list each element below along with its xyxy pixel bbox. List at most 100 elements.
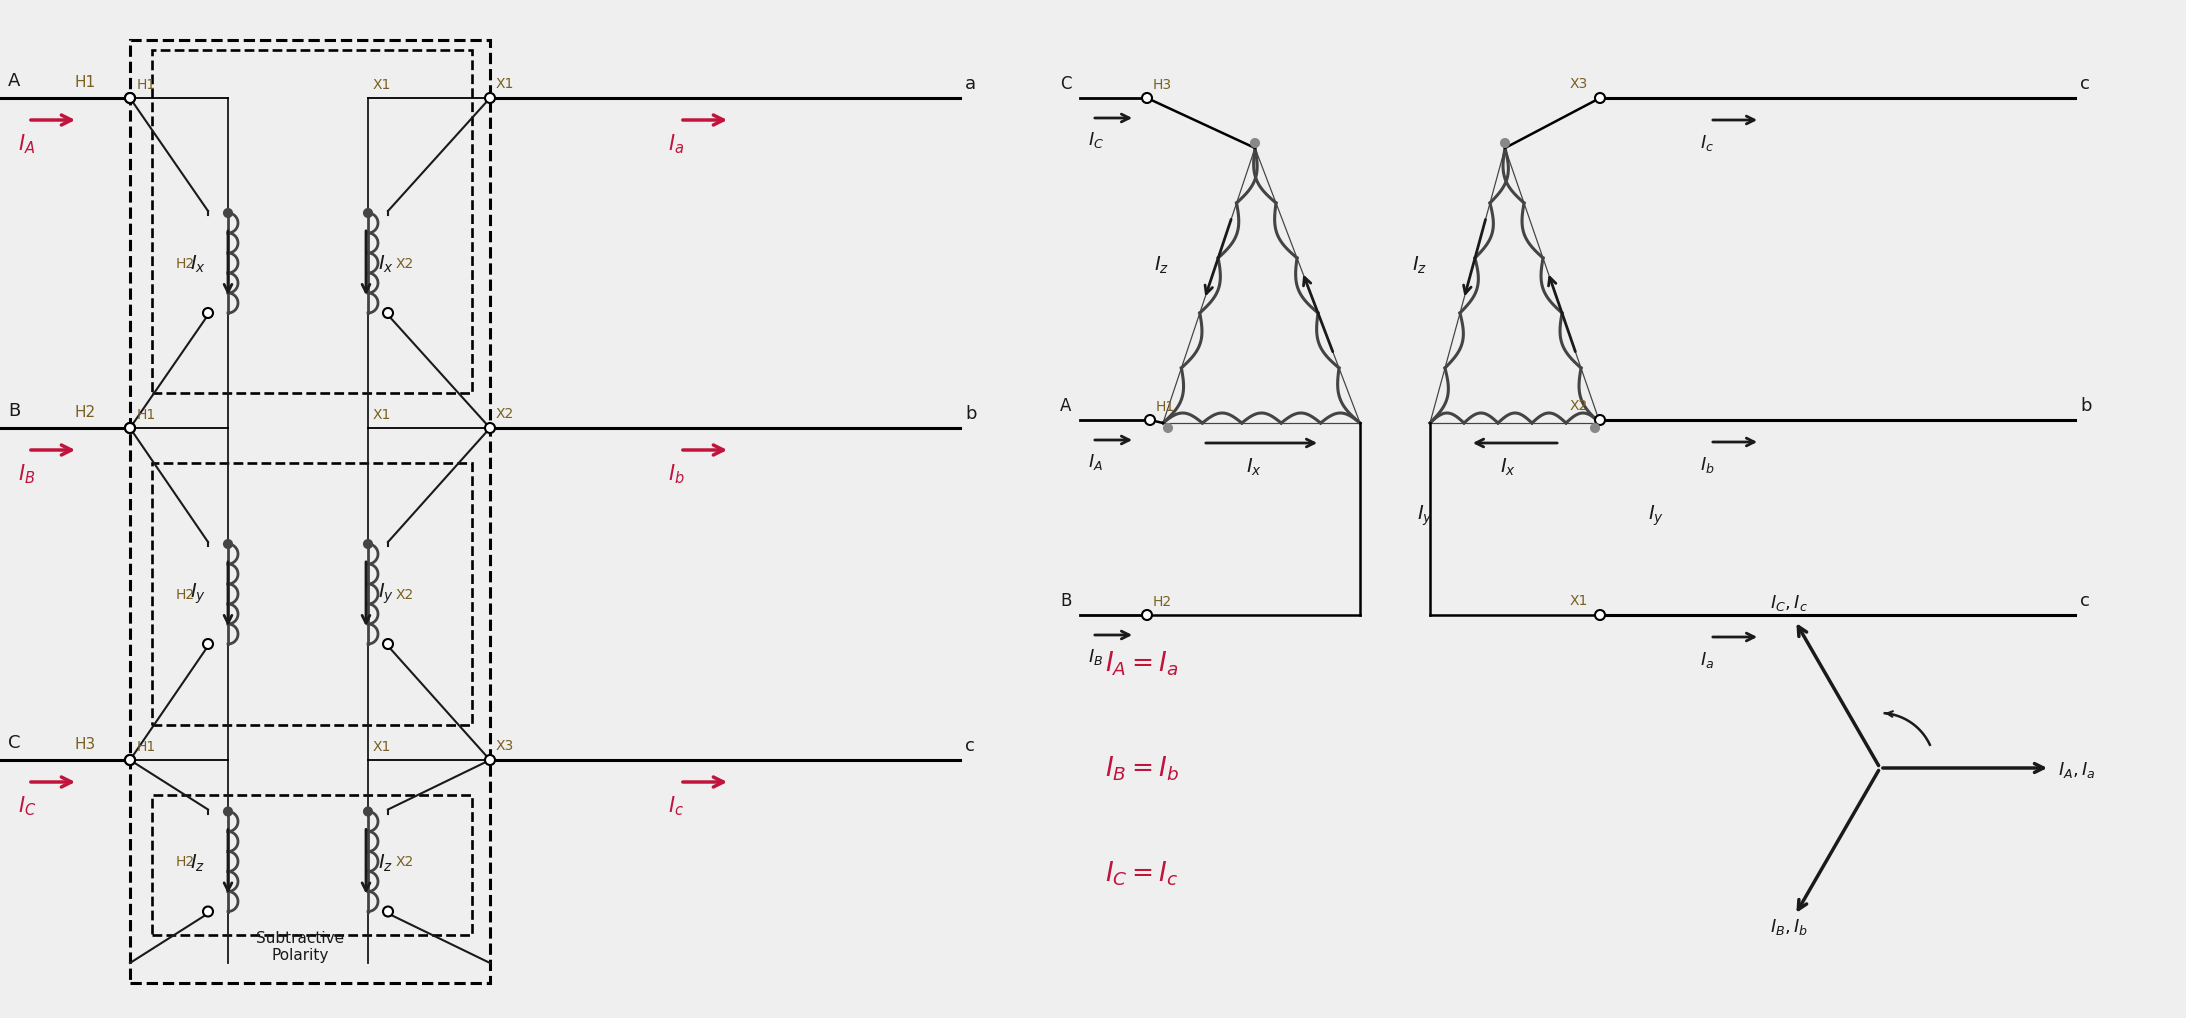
Text: $I_y$: $I_y$ bbox=[1648, 504, 1664, 528]
Circle shape bbox=[1141, 93, 1152, 103]
Circle shape bbox=[203, 639, 212, 649]
Text: $I_A, I_a$: $I_A, I_a$ bbox=[2057, 760, 2096, 780]
Text: H3: H3 bbox=[1152, 78, 1172, 92]
Text: X3: X3 bbox=[496, 739, 514, 753]
Text: $I_x$: $I_x$ bbox=[1500, 457, 1515, 478]
Text: H1: H1 bbox=[138, 740, 155, 754]
Text: a: a bbox=[964, 75, 977, 93]
Text: B: B bbox=[1060, 592, 1071, 610]
Circle shape bbox=[365, 807, 372, 815]
Text: $I_c$: $I_c$ bbox=[1701, 133, 1714, 153]
Text: X1: X1 bbox=[496, 77, 514, 91]
Text: H2: H2 bbox=[177, 588, 195, 602]
Circle shape bbox=[485, 93, 494, 103]
Circle shape bbox=[125, 755, 136, 765]
Bar bbox=[153, 50, 472, 393]
Circle shape bbox=[485, 423, 494, 433]
Text: $I_B$: $I_B$ bbox=[17, 462, 35, 486]
Circle shape bbox=[125, 755, 136, 765]
Text: C: C bbox=[1060, 75, 1071, 93]
Text: X1: X1 bbox=[374, 78, 391, 92]
Text: $I_a$: $I_a$ bbox=[1701, 651, 1714, 670]
Text: C: C bbox=[9, 734, 20, 752]
Circle shape bbox=[485, 755, 494, 765]
Circle shape bbox=[203, 308, 212, 318]
Text: $I_z$: $I_z$ bbox=[1154, 254, 1170, 276]
Text: $I_C, I_c$: $I_C, I_c$ bbox=[1771, 592, 1808, 613]
Text: X1: X1 bbox=[374, 740, 391, 754]
Circle shape bbox=[1591, 425, 1598, 432]
Text: $I_y$: $I_y$ bbox=[1417, 504, 1434, 528]
Text: A: A bbox=[1060, 397, 1071, 415]
Text: H2: H2 bbox=[177, 855, 195, 869]
Text: H2: H2 bbox=[1152, 595, 1172, 609]
Text: $I_C = I_c$: $I_C = I_c$ bbox=[1104, 859, 1178, 888]
Text: X1: X1 bbox=[374, 408, 391, 422]
Text: A: A bbox=[9, 72, 20, 90]
Bar bbox=[129, 40, 490, 983]
Text: $I_z$: $I_z$ bbox=[378, 852, 393, 873]
Text: $I_z$: $I_z$ bbox=[1412, 254, 1427, 276]
Circle shape bbox=[383, 906, 393, 916]
Text: $I_A = I_a$: $I_A = I_a$ bbox=[1104, 649, 1178, 678]
Text: X2: X2 bbox=[396, 588, 415, 602]
Circle shape bbox=[1141, 610, 1152, 620]
Text: $I_b$: $I_b$ bbox=[1701, 455, 1714, 475]
Circle shape bbox=[125, 423, 136, 433]
Text: X1: X1 bbox=[1570, 593, 1589, 608]
Circle shape bbox=[223, 540, 232, 548]
Text: H3: H3 bbox=[74, 737, 96, 752]
Circle shape bbox=[203, 906, 212, 916]
Text: X2: X2 bbox=[396, 257, 415, 271]
Text: H1: H1 bbox=[74, 75, 96, 90]
Text: $I_A$: $I_A$ bbox=[17, 132, 35, 156]
Text: $I_A$: $I_A$ bbox=[1089, 452, 1104, 472]
Circle shape bbox=[125, 423, 136, 433]
Text: $I_z$: $I_z$ bbox=[190, 852, 205, 873]
Bar bbox=[153, 795, 472, 935]
Text: $I_y$: $I_y$ bbox=[190, 581, 205, 606]
Circle shape bbox=[365, 209, 372, 217]
Text: $I_B, I_b$: $I_B, I_b$ bbox=[1771, 917, 1808, 938]
Text: B: B bbox=[9, 402, 20, 420]
Text: c: c bbox=[2081, 75, 2090, 93]
Circle shape bbox=[1163, 425, 1172, 432]
Text: $I_C$: $I_C$ bbox=[17, 794, 37, 818]
Text: Subtractive
Polarity: Subtractive Polarity bbox=[256, 930, 343, 963]
Text: X3: X3 bbox=[1570, 77, 1589, 91]
Text: $I_b$: $I_b$ bbox=[669, 462, 684, 486]
Text: c: c bbox=[964, 737, 975, 755]
Circle shape bbox=[223, 209, 232, 217]
Circle shape bbox=[1596, 415, 1605, 425]
Circle shape bbox=[1250, 139, 1259, 147]
Text: H1: H1 bbox=[1156, 400, 1176, 414]
Text: $I_B$: $I_B$ bbox=[1089, 647, 1104, 667]
Circle shape bbox=[1596, 93, 1605, 103]
Text: b: b bbox=[964, 405, 977, 423]
Circle shape bbox=[1596, 610, 1605, 620]
Circle shape bbox=[383, 308, 393, 318]
Text: $I_C$: $I_C$ bbox=[1089, 130, 1104, 150]
Text: H1: H1 bbox=[138, 408, 155, 422]
Text: b: b bbox=[2081, 397, 2092, 415]
Text: H2: H2 bbox=[74, 405, 96, 420]
Text: X2: X2 bbox=[1570, 399, 1589, 413]
Text: X2: X2 bbox=[496, 407, 514, 421]
Circle shape bbox=[383, 639, 393, 649]
Text: c: c bbox=[2081, 592, 2090, 610]
Text: $I_y$: $I_y$ bbox=[378, 581, 393, 606]
Circle shape bbox=[125, 93, 136, 103]
Text: $I_a$: $I_a$ bbox=[669, 132, 684, 156]
Circle shape bbox=[223, 807, 232, 815]
Text: H1: H1 bbox=[138, 78, 155, 92]
Bar bbox=[153, 463, 472, 725]
Circle shape bbox=[1502, 139, 1508, 147]
Text: H2: H2 bbox=[177, 257, 195, 271]
Text: $I_x$: $I_x$ bbox=[378, 253, 393, 275]
Circle shape bbox=[1145, 415, 1154, 425]
Text: $I_c$: $I_c$ bbox=[669, 794, 684, 818]
Text: $I_B = I_b$: $I_B = I_b$ bbox=[1104, 754, 1178, 783]
Text: X2: X2 bbox=[396, 855, 415, 869]
Circle shape bbox=[365, 540, 372, 548]
Circle shape bbox=[125, 93, 136, 103]
